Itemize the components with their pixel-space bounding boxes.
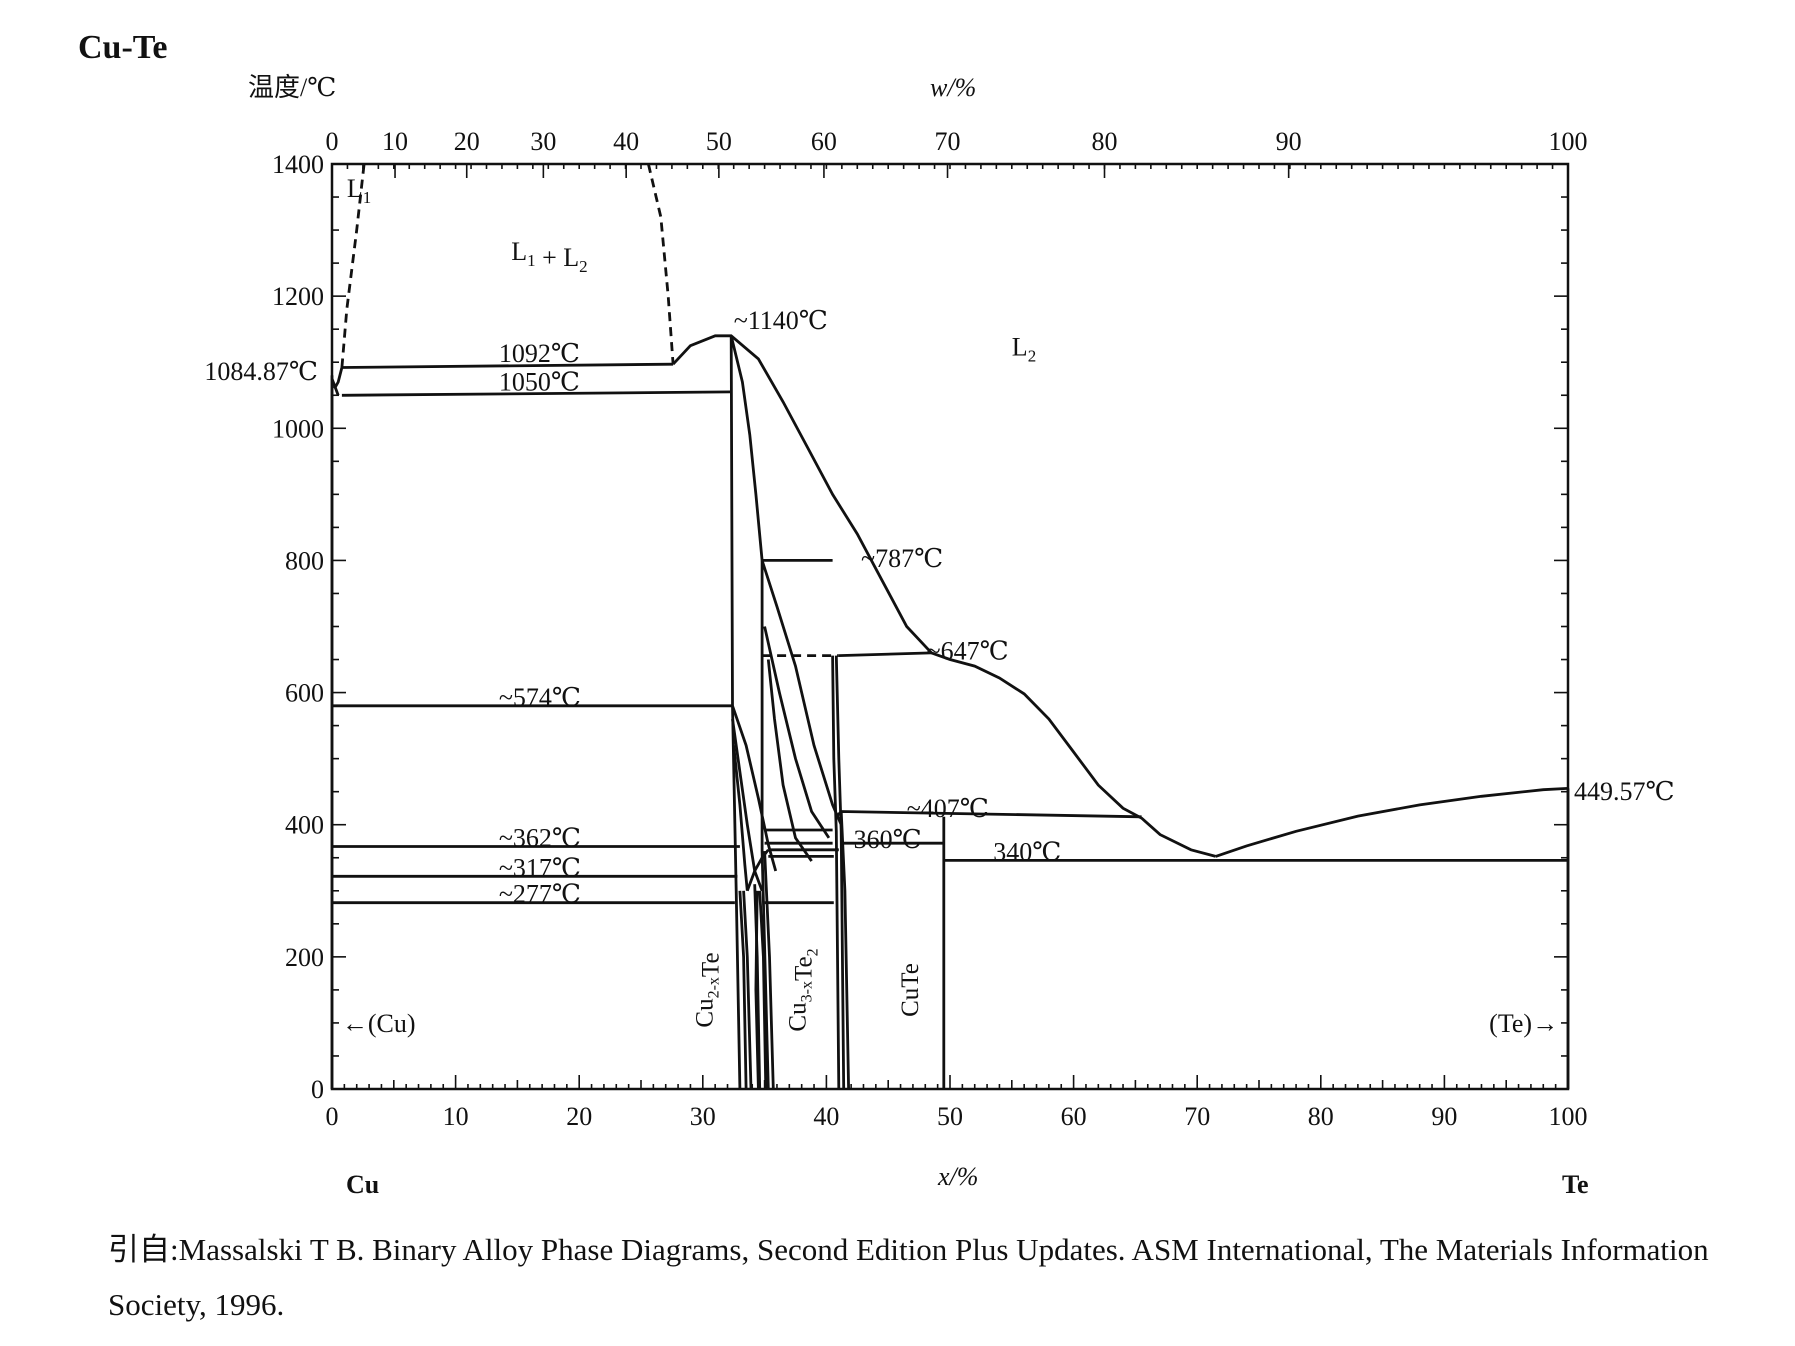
y-tick-label: 600 xyxy=(285,679,324,708)
phase-boundary xyxy=(731,705,778,872)
y-tick-label: 1400 xyxy=(272,150,324,179)
x-tick-label-top: 20 xyxy=(454,127,480,156)
compound-label: Cu2-xTe xyxy=(692,952,725,1027)
temperature-label: ~407℃ xyxy=(907,794,989,823)
phase-boundary xyxy=(831,655,841,1090)
y-tick-label: 0 xyxy=(311,1075,324,1104)
x-tick-label-bottom: 90 xyxy=(1431,1102,1457,1131)
y-tick-label: 200 xyxy=(285,943,324,972)
phase-boundary xyxy=(340,163,366,368)
phase-boundary xyxy=(838,651,932,657)
x-axis-bottom-title: x/% xyxy=(937,1162,978,1191)
phase-boundary xyxy=(835,810,1142,819)
phase-boundaries xyxy=(330,163,1570,1090)
phase-boundary xyxy=(758,890,768,1090)
citation-prefix: 引自: xyxy=(108,1232,179,1267)
phase-boundary xyxy=(731,718,764,892)
y-axis-title: 温度/℃ xyxy=(248,73,336,102)
plot-frame xyxy=(330,162,1570,1091)
x-tick-label-top: 40 xyxy=(613,127,639,156)
region-label: L1 + L2 xyxy=(511,237,587,276)
region-label: L1 xyxy=(347,174,371,207)
phase-boundary xyxy=(341,362,674,369)
phase-boundary xyxy=(760,559,843,826)
x-tick-label-top: 70 xyxy=(935,127,961,156)
x-tick-label-bottom: 20 xyxy=(566,1102,592,1131)
x-tick-label-top: 0 xyxy=(326,127,339,156)
y-tick-label: 1200 xyxy=(272,282,324,311)
x-axis-top-title: w/% xyxy=(930,73,976,102)
temperature-label: 360℃ xyxy=(854,825,922,854)
x-tick-label-top: 90 xyxy=(1276,127,1302,156)
temperature-label: ~647℃ xyxy=(927,637,1009,666)
x-tick-label-bottom: 50 xyxy=(937,1102,963,1131)
region-labels: L1 L1 + L2 L2 xyxy=(347,174,1036,366)
compound-labels: Cu2-xTe Cu3-xTe2 CuTe xyxy=(692,948,924,1031)
compound-label: CuTe xyxy=(897,963,924,1017)
x-tick-label-top: 10 xyxy=(382,127,408,156)
phase-boundary xyxy=(763,851,775,1090)
citation: 引自:Massalski T B. Binary Alloy Phase Dia… xyxy=(108,1222,1778,1332)
element-left-label: Cu xyxy=(346,1170,379,1199)
phase-boundary xyxy=(672,334,1217,858)
temperature-label: ~574℃ xyxy=(499,683,581,712)
x-tick-label-top: 50 xyxy=(706,127,732,156)
x-tick-label-bottom: 100 xyxy=(1549,1102,1588,1131)
x-tick-label-bottom: 30 xyxy=(690,1102,716,1131)
phase-boundary xyxy=(742,890,753,1090)
x-tick-label-top: 100 xyxy=(1549,127,1588,156)
terminal-phase-label: (Te)→ xyxy=(1489,1009,1558,1038)
phase-boundary xyxy=(729,335,742,1090)
phase-boundary xyxy=(729,335,764,561)
phase-boundary xyxy=(754,890,760,1090)
x-tick-label-top: 80 xyxy=(1092,127,1118,156)
citation-text: Massalski T B. Binary Alloy Phase Diagra… xyxy=(108,1232,1709,1322)
phase-boundary xyxy=(341,390,732,397)
x-tick-label-bottom: 70 xyxy=(1184,1102,1210,1131)
temperature-label: 449.57℃ xyxy=(1574,777,1675,806)
phase-boundary xyxy=(732,745,749,891)
phase-boundary xyxy=(763,626,831,839)
x-tick-label-bottom: 40 xyxy=(813,1102,839,1131)
terminal-phase-label: ←(Cu) xyxy=(342,1009,416,1038)
phase-boundary xyxy=(333,367,344,390)
phase-boundary xyxy=(760,560,770,1090)
phase-boundary xyxy=(647,163,675,365)
temperature-label: ~1140℃ xyxy=(734,306,828,335)
x-tick-label-bottom: 80 xyxy=(1308,1102,1334,1131)
temperature-label: 1084.87℃ xyxy=(204,357,318,386)
element-right-label: Te xyxy=(1562,1170,1589,1199)
x-tick-label-top: 60 xyxy=(811,127,837,156)
temperature-label: ~317℃ xyxy=(499,853,581,882)
temperature-label: 1092℃ xyxy=(499,339,580,368)
temperature-label: ~362℃ xyxy=(499,824,581,853)
x-tick-label-top: 30 xyxy=(530,127,556,156)
compound-label: Cu3-xTe2 xyxy=(784,948,821,1031)
terminal-phase-arrows: ←(Cu) (Te)→ xyxy=(342,1009,1558,1038)
x-tick-label-bottom: 10 xyxy=(443,1102,469,1131)
temperature-label: 1050℃ xyxy=(499,368,580,397)
chart-title: Cu-Te xyxy=(78,29,167,66)
phase-boundary xyxy=(738,890,748,1090)
y-tick-label: 1000 xyxy=(272,414,324,443)
phase-boundary xyxy=(1215,787,1569,858)
region-label: L2 xyxy=(1012,333,1036,366)
x-tick-label-bottom: 0 xyxy=(326,1102,339,1131)
phase-boundary xyxy=(745,848,770,892)
y-tick-label: 800 xyxy=(285,546,324,575)
x-tick-label-bottom: 60 xyxy=(1061,1102,1087,1131)
axis-ticks xyxy=(331,163,1569,1090)
phase-boundary xyxy=(839,811,850,1090)
y-tick-label: 400 xyxy=(285,811,324,840)
phase-boundary xyxy=(766,659,813,862)
temperature-label: ~277℃ xyxy=(499,880,581,909)
temperature-label: 340℃ xyxy=(993,837,1061,866)
temperature-label: ~787℃ xyxy=(861,544,943,573)
phase-boundary xyxy=(834,655,846,1090)
